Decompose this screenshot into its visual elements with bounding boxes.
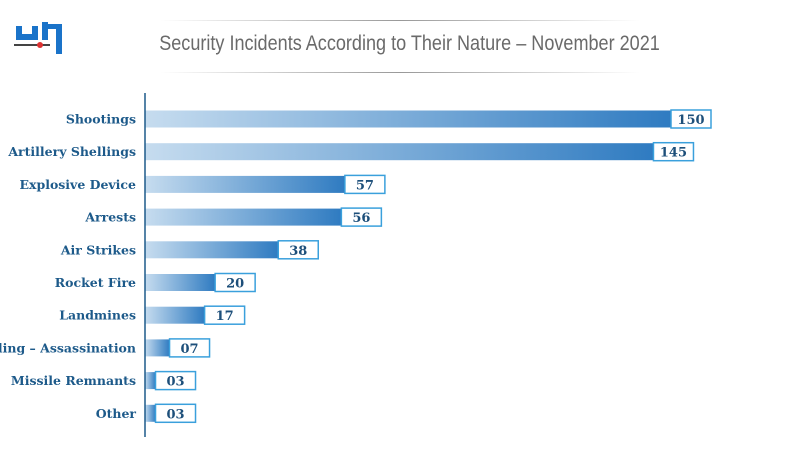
value-label: 56 [352, 211, 370, 226]
value-label: 17 [216, 309, 234, 324]
bar [145, 110, 671, 128]
value-label-box [652, 141, 695, 162]
bar [145, 143, 654, 161]
category-label: Artillery Shellings [7, 144, 136, 159]
bar [145, 339, 170, 357]
bar [145, 404, 156, 422]
chart-title: Security Incidents According to Their Na… [159, 32, 660, 55]
value-label: 38 [289, 244, 307, 259]
value-label-box [203, 305, 246, 325]
value-label-box [154, 403, 197, 424]
value-label: 03 [166, 407, 184, 422]
value-label: 07 [180, 342, 198, 357]
value-label-box [344, 174, 386, 195]
bar [145, 372, 156, 390]
title-divider-bottom [160, 72, 640, 73]
bar [145, 306, 205, 324]
category-label: Air Strikes [60, 242, 136, 257]
value-label-box [168, 338, 211, 358]
value-label: 150 [677, 113, 704, 128]
title-divider-top [160, 20, 640, 21]
category-label: Landmines [59, 308, 136, 323]
category-label: Killing – Assassination [0, 340, 136, 355]
category-label: Arrests [84, 210, 136, 225]
category-label: Other [96, 406, 137, 421]
value-label-box [277, 240, 320, 260]
value-label: 03 [166, 375, 184, 390]
value-label: 145 [660, 146, 687, 161]
observatory-logo [14, 22, 64, 56]
value-label: 20 [226, 277, 244, 292]
value-label-box [214, 272, 256, 293]
chart-title-block: Security Incidents According to Their Na… [120, 18, 680, 74]
bar [145, 274, 216, 291]
category-label: Rocket Fire [55, 275, 136, 290]
value-label-box [154, 370, 197, 391]
value-label: 57 [356, 178, 374, 193]
bar [145, 175, 345, 193]
category-label: Explosive Device [19, 177, 136, 192]
category-label: Missile Remnants [11, 373, 136, 388]
value-label-box [670, 109, 712, 129]
bar [145, 241, 279, 259]
value-label-box [340, 207, 383, 227]
bar [145, 208, 342, 226]
category-label: Shootings [66, 112, 136, 127]
